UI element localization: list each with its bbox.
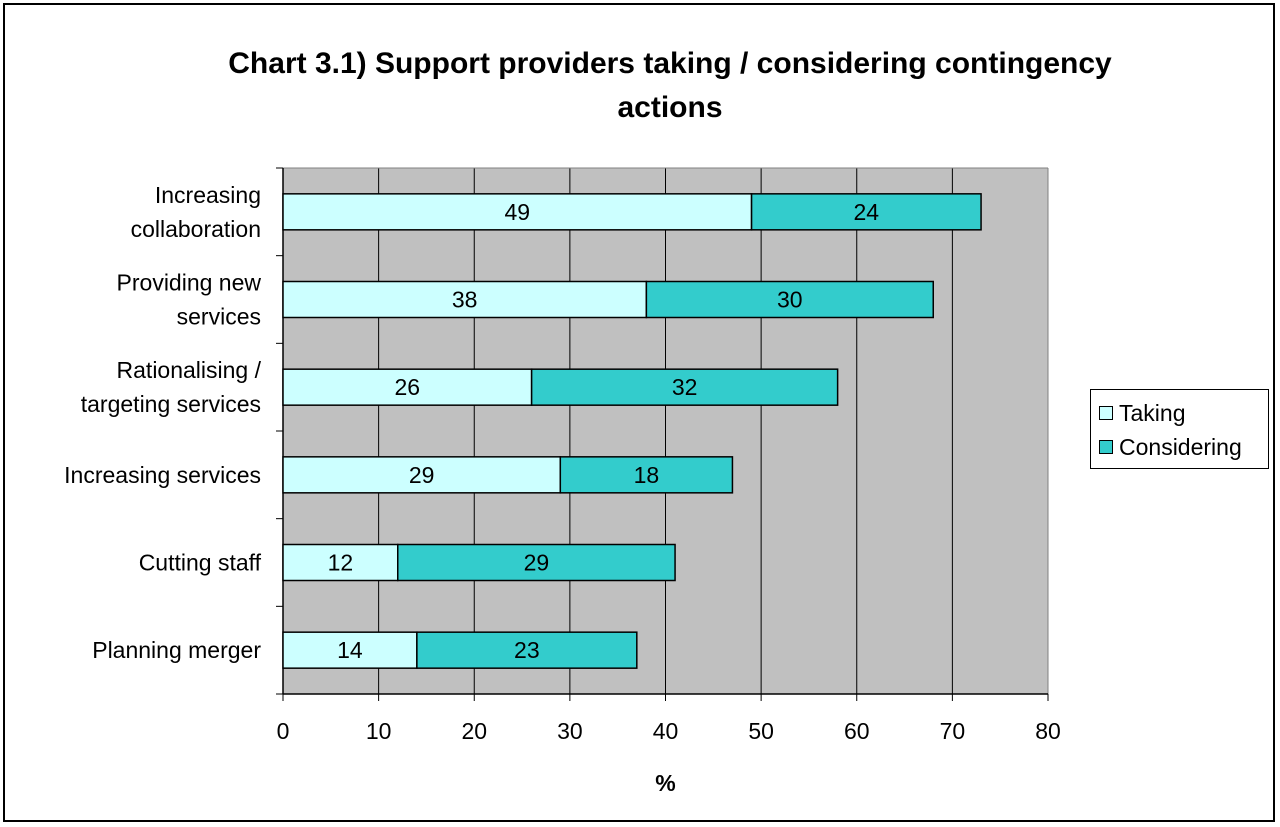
bar-considering-5	[416, 631, 638, 669]
y-category-label-2-1: targeting services	[81, 391, 261, 417]
x-tick-label-40: 40	[653, 718, 679, 744]
bar-label-taking-1: 38	[452, 287, 478, 313]
x-tick-label-0: 0	[277, 718, 290, 744]
bar-label-taking-4: 12	[328, 550, 354, 576]
y-category-label-1-0: Providing new	[117, 270, 262, 296]
bar-taking-4	[282, 543, 399, 582]
x-tick-label-50: 50	[748, 718, 774, 744]
legend-swatch-considering	[1099, 440, 1113, 454]
x-tick-label-10: 10	[366, 718, 392, 744]
x-tick-label-30: 30	[557, 718, 583, 744]
bar-label-considering-4: 29	[524, 550, 550, 576]
bar-label-taking-0: 49	[504, 199, 530, 225]
y-category-label-1-1: services	[177, 304, 261, 330]
bar-label-considering-2: 32	[672, 374, 698, 400]
bar-taking-3	[282, 456, 562, 494]
y-category-label-3-0: Increasing services	[64, 462, 261, 488]
y-category-label-2-0: Rationalising /	[117, 357, 262, 383]
x-axis-title: %	[655, 770, 675, 796]
chart-title-line-2: actions	[617, 91, 723, 124]
y-category-label-5-0: Planning merger	[92, 637, 261, 663]
legend-label-considering: Considering	[1119, 433, 1242, 460]
legend: Taking Considering	[1090, 389, 1269, 469]
bar-taking-2	[282, 368, 533, 406]
bar-label-taking-2: 26	[395, 374, 421, 400]
bar-label-taking-5: 14	[337, 637, 363, 663]
y-category-label-0-0: Increasing	[155, 182, 261, 208]
x-tick-label-70: 70	[940, 718, 966, 744]
x-tick-label-60: 60	[844, 718, 870, 744]
bar-considering-1	[645, 280, 934, 319]
y-category-label-4-0: Cutting staff	[139, 550, 262, 576]
legend-item-considering: Considering	[1099, 432, 1242, 462]
bar-taking-5	[282, 631, 418, 669]
legend-swatch-taking	[1099, 406, 1113, 420]
x-tick-label-80: 80	[1035, 718, 1061, 744]
chart-title-line-1: Chart 3.1) Support providers taking / co…	[228, 47, 1112, 80]
bar-label-considering-0: 24	[854, 199, 880, 225]
bar-considering-3	[559, 456, 734, 494]
bar-considering-4	[397, 543, 676, 582]
x-tick-label-20: 20	[461, 718, 487, 744]
bar-considering-2	[530, 368, 839, 406]
chart-title: Chart 3.1) Support providers taking / co…	[60, 42, 1280, 130]
bar-label-considering-5: 23	[514, 637, 540, 663]
legend-item-taking: Taking	[1099, 398, 1185, 428]
bar-considering-0	[750, 193, 982, 231]
bar-label-taking-3: 29	[409, 462, 435, 488]
legend-label-taking: Taking	[1119, 399, 1186, 426]
bar-label-considering-3: 18	[634, 462, 660, 488]
bar-taking-1	[282, 280, 648, 319]
bar-label-considering-1: 30	[777, 287, 803, 313]
y-category-label-0-1: collaboration	[131, 216, 261, 242]
